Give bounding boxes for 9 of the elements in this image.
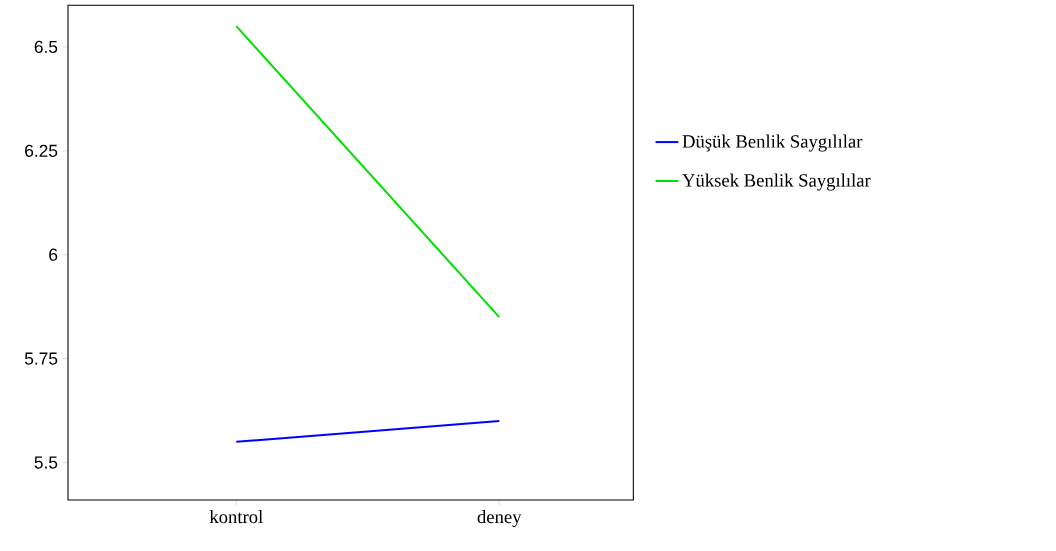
y-tick-label: 6 — [49, 248, 58, 262]
legend-label: Düşük Benlik Saygılılar — [682, 134, 863, 152]
x-tick-label: deney — [477, 510, 522, 528]
legend-label: Yüksek Benlik Saygılılar — [682, 173, 871, 191]
y-tick-label: 6.25 — [25, 144, 58, 158]
y-tick-label: 5.5 — [34, 456, 58, 469]
x-tick-label: kontrol — [209, 510, 263, 524]
y-tick-label: 6.5 — [34, 40, 58, 54]
y-tick-label: 5.75 — [24, 352, 58, 365]
